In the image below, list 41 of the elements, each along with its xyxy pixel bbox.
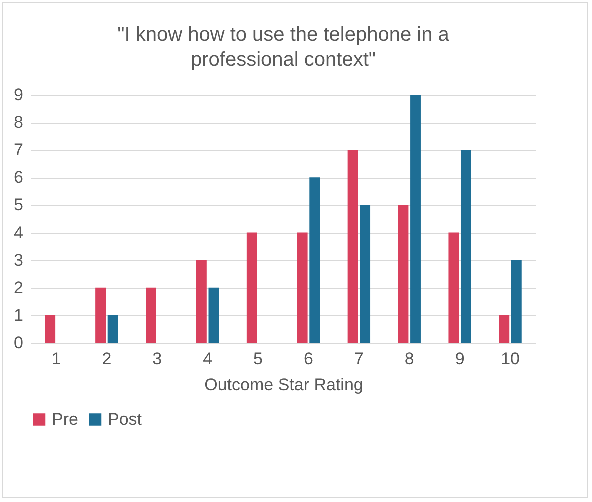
- y-tick-label: 2: [14, 278, 24, 298]
- bar: [410, 95, 421, 343]
- bar: [96, 288, 106, 343]
- y-tick-label: 3: [14, 250, 24, 270]
- x-tick-label: 3: [152, 350, 162, 368]
- bar: [196, 260, 207, 343]
- x-axis-title: Outcome Star Rating: [204, 376, 364, 394]
- bar: [511, 260, 522, 343]
- y-tick-label: 6: [14, 168, 24, 188]
- bar: [460, 150, 472, 343]
- y-tick-label: 0: [14, 334, 24, 352]
- y-tick-label: 7: [14, 140, 24, 160]
- bar: [499, 315, 510, 343]
- x-tick-label: 9: [455, 350, 465, 368]
- x-tick-label: 4: [203, 350, 213, 368]
- y-tick-label: 8: [14, 113, 24, 132]
- bar: [348, 150, 358, 343]
- bar: [246, 232, 258, 343]
- bar: [448, 232, 460, 343]
- bar: [208, 288, 220, 343]
- x-tick-label: 8: [404, 350, 414, 368]
- legend-label: Post: [108, 410, 142, 429]
- bar: [45, 315, 56, 343]
- x-tick-label: 1: [52, 350, 62, 368]
- bar: [108, 315, 118, 343]
- y-tick-label: 4: [14, 223, 24, 242]
- bar: [360, 205, 371, 343]
- chart-title: "I know how to use the telephone in a professional context": [118, 24, 450, 71]
- legend-label: Pre: [52, 410, 78, 429]
- bar: [297, 232, 308, 343]
- bar: [398, 205, 409, 343]
- x-tick-label: 7: [354, 350, 364, 368]
- x-tick-label: 6: [304, 350, 314, 368]
- y-tick-label: 9: [14, 86, 24, 104]
- x-tick-label: 10: [501, 350, 520, 368]
- bar: [310, 178, 320, 343]
- y-tick-label: 1: [14, 306, 24, 325]
- bar: [146, 288, 156, 343]
- x-tick-label: 2: [102, 350, 112, 368]
- x-tick-label: 5: [254, 350, 264, 368]
- y-tick-label: 5: [14, 196, 24, 215]
